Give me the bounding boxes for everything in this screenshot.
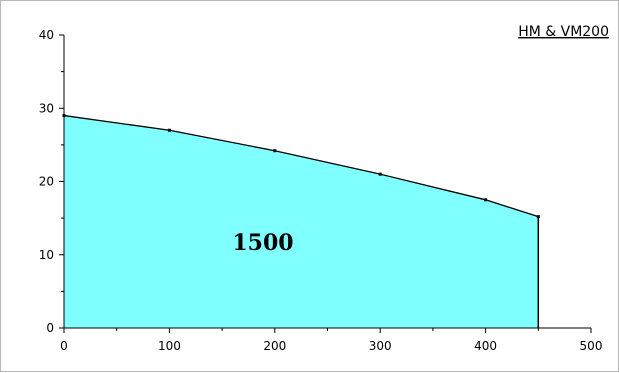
area-fill: [64, 115, 539, 328]
series-line: [63, 114, 539, 218]
data-point: [484, 198, 488, 202]
x-tick-label: 400: [474, 339, 497, 353]
x-tick-label: 0: [60, 339, 68, 353]
chart-title: HM & VM200: [518, 24, 609, 40]
x-tick-label: 100: [158, 339, 181, 353]
area-value-label: 1500: [232, 230, 293, 256]
data-point: [167, 128, 171, 132]
y-tick-label: 10: [39, 248, 54, 262]
y-tick-label: 30: [39, 101, 54, 115]
y-tick-label: 0: [46, 321, 54, 335]
data-point: [273, 149, 277, 153]
y-tick-label: 40: [39, 28, 54, 42]
x-tick-label: 200: [263, 339, 286, 353]
data-point: [378, 172, 382, 176]
data-point: [536, 215, 540, 219]
x-tick-label: 300: [369, 339, 392, 353]
y-tick-label: 20: [39, 175, 54, 189]
x-tick-label: 500: [580, 339, 603, 353]
